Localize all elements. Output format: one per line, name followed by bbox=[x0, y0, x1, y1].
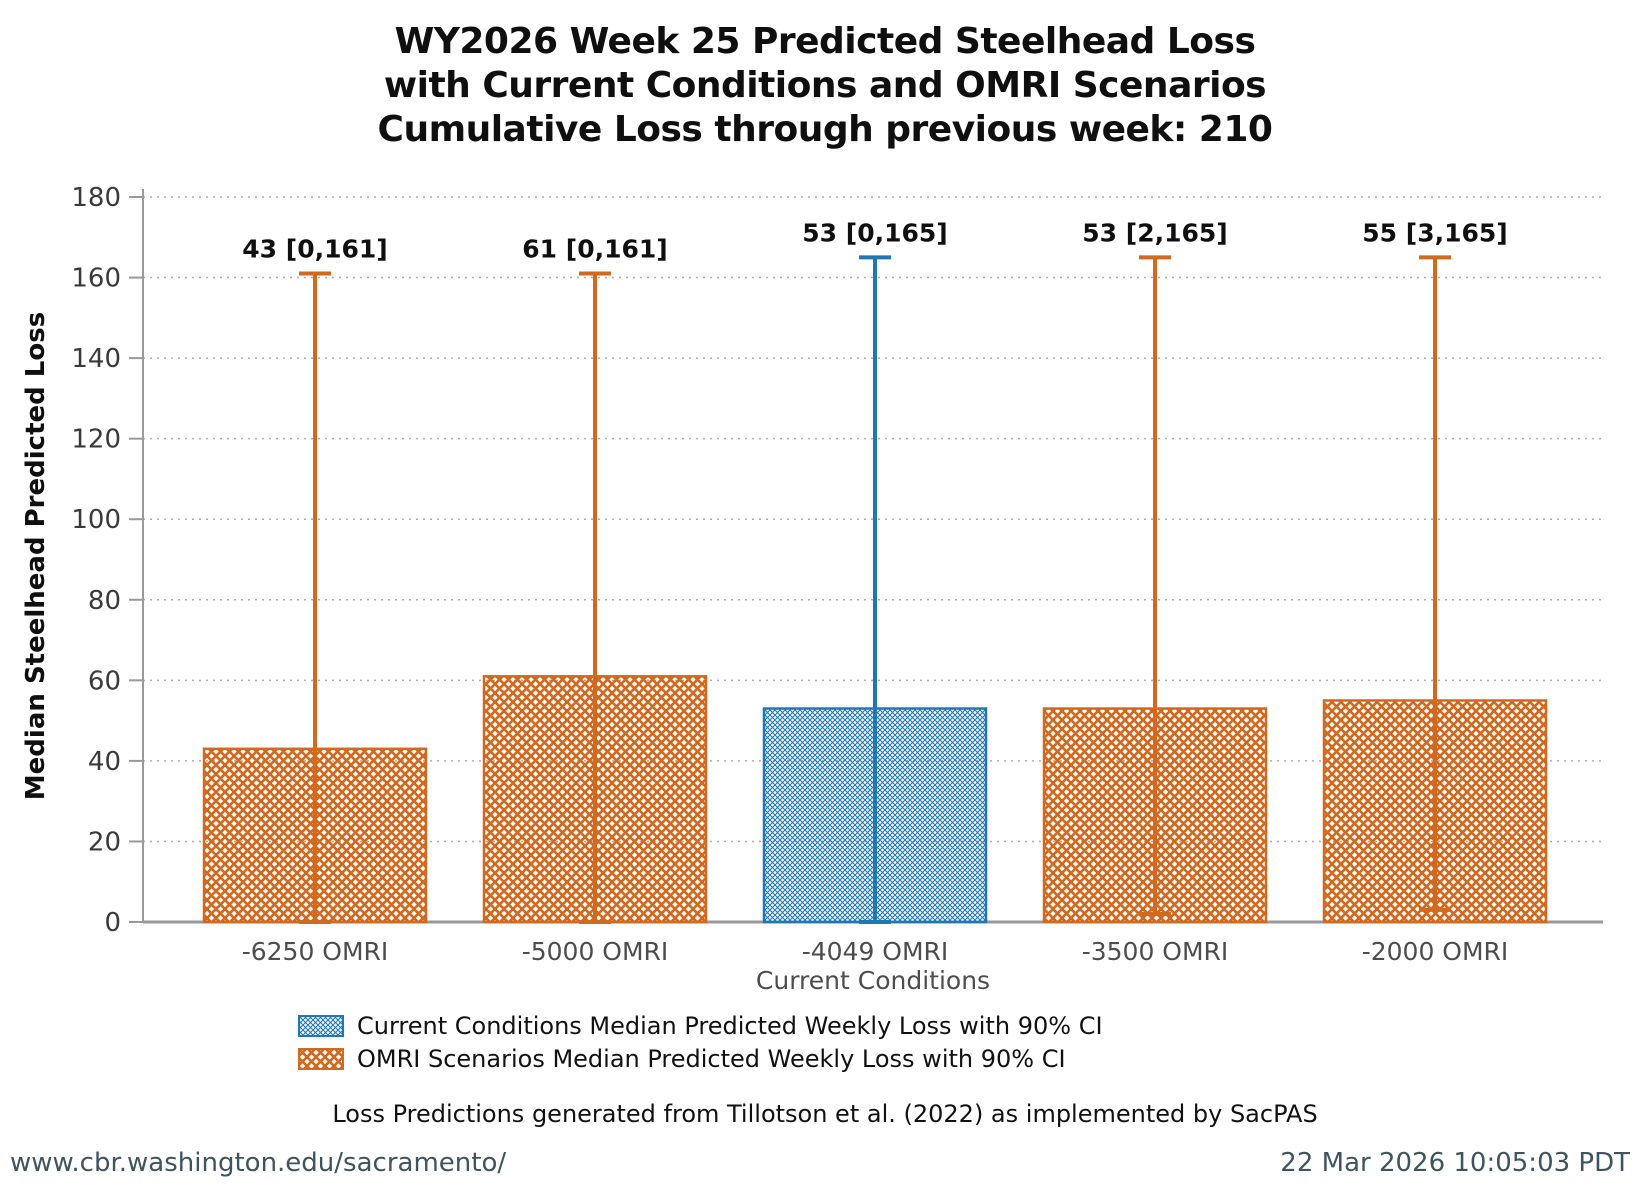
chart-title-line3: Cumulative Loss through previous week: 2… bbox=[377, 109, 1273, 150]
website-url: www.cbr.washington.edu/sacramento/ bbox=[10, 1148, 507, 1178]
legend-item-omri-scenarios: OMRI Scenarios Median Predicted Weekly L… bbox=[298, 1045, 1103, 1073]
y-tick-label: 20 bbox=[88, 827, 121, 857]
legend-label-omri-scenarios: OMRI Scenarios Median Predicted Weekly L… bbox=[357, 1045, 1066, 1073]
y-axis-label: Median Steelhead Predicted Loss bbox=[21, 311, 51, 801]
y-tick-label: 40 bbox=[88, 747, 121, 777]
y-tick-label: 140 bbox=[71, 344, 121, 374]
x-tick-label-6250-omri: -6250 OMRI bbox=[242, 937, 389, 966]
bar-annotation-3500-omri: 53 [2,165] bbox=[1082, 218, 1227, 247]
legend-label-current-conditions: Current Conditions Median Predicted Week… bbox=[357, 1012, 1103, 1040]
chart-title-line1: WY2026 Week 25 Predicted Steelhead Loss bbox=[394, 21, 1256, 62]
x-tick-label-4049-omri: -4049 OMRI bbox=[802, 937, 949, 966]
y-tick-label: 100 bbox=[71, 505, 121, 535]
chart-title: WY2026 Week 25 Predicted Steelhead Loss … bbox=[0, 20, 1650, 152]
x-tick-label-3500-omri: -3500 OMRI bbox=[1082, 937, 1229, 966]
y-tick-label: 80 bbox=[88, 586, 121, 616]
x-axis-label: Current Conditions bbox=[755, 966, 991, 995]
legend-swatch-current-conditions bbox=[298, 1015, 344, 1037]
bar-annotation-6250-omri: 43 [0,161] bbox=[242, 235, 387, 264]
bar-annotation-4049-omri: 53 [0,165] bbox=[802, 218, 947, 247]
chart-title-line2: with Current Conditions and OMRI Scenari… bbox=[383, 65, 1267, 106]
legend-item-current-conditions: Current Conditions Median Predicted Week… bbox=[298, 1012, 1103, 1040]
y-tick-label: 180 bbox=[71, 183, 121, 213]
source-footnote: Loss Predictions generated from Tillotso… bbox=[332, 1100, 1318, 1128]
generated-timestamp: 22 Mar 2026 10:05:03 PDT bbox=[1280, 1148, 1630, 1178]
y-tick-label: 60 bbox=[88, 666, 121, 696]
chart-legend: Current Conditions Median Predicted Week… bbox=[298, 1012, 1103, 1073]
legend-swatch-omri-scenarios bbox=[298, 1048, 344, 1070]
x-tick-label-2000-omri: -2000 OMRI bbox=[1362, 937, 1509, 966]
bar-annotation-2000-omri: 55 [3,165] bbox=[1362, 218, 1507, 247]
y-tick-label: 160 bbox=[71, 264, 121, 294]
bar-annotation-5000-omri: 61 [0,161] bbox=[522, 235, 667, 264]
y-tick-label: 120 bbox=[71, 425, 121, 455]
y-tick-label: 0 bbox=[104, 908, 121, 938]
x-tick-label-5000-omri: -5000 OMRI bbox=[522, 937, 669, 966]
